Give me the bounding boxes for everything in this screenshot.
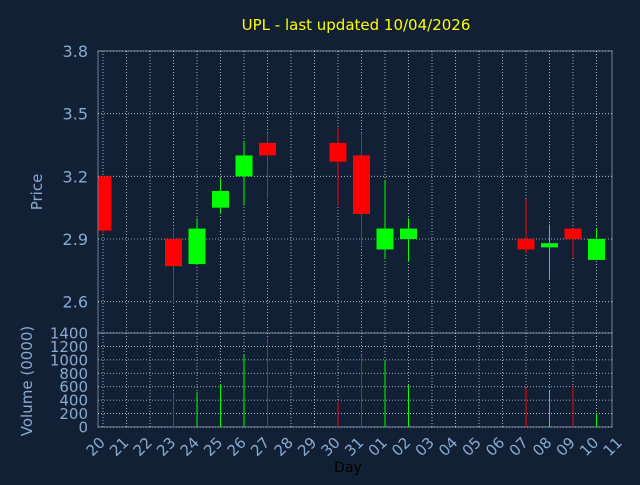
candle-body — [353, 155, 370, 214]
candle-body — [517, 239, 535, 250]
candle-body — [588, 239, 605, 260]
volume-tick-label: 600 — [59, 378, 88, 396]
price-tick-label: 3.5 — [63, 105, 88, 124]
candle-body — [98, 176, 112, 231]
candle-body — [259, 142, 276, 156]
candle-body — [541, 243, 558, 248]
price-tick-label: 2.6 — [63, 293, 88, 312]
candle-body — [329, 142, 347, 162]
volume-axis-label: Volume (0000) — [18, 326, 36, 436]
x-axis-label: Day — [334, 460, 362, 476]
candle-body — [212, 190, 229, 208]
price-panel: 2.6 2.9 3.2 3.5 3.8 — [63, 42, 613, 334]
x-axis-ticks: 2021222324252627282930310102030405060708… — [83, 434, 626, 460]
volume-tick-label: 400 — [59, 392, 88, 410]
candle-body — [400, 228, 417, 239]
candle-body — [376, 228, 394, 250]
price-tick-label: 3.8 — [63, 42, 88, 61]
volume-tick-label: 0 — [78, 419, 88, 437]
candle-body — [188, 228, 206, 265]
volume-plot-frame — [97, 332, 613, 428]
price-tick-label: 3.2 — [63, 167, 88, 186]
volume-tick-label: 1400 — [50, 325, 88, 343]
price-tick-label: 2.9 — [63, 230, 88, 249]
candle-body — [235, 155, 253, 177]
candle-body — [165, 239, 182, 267]
price-axis-label: Price — [28, 174, 46, 211]
volume-tick-label: 1000 — [50, 351, 88, 369]
volume-tick-label: 1200 — [50, 338, 88, 356]
volume-tick-label: 800 — [59, 365, 88, 383]
volume-tick-label: 200 — [59, 405, 88, 423]
chart-title: UPL - last updated 10/04/2026 — [242, 16, 471, 34]
candle-body — [564, 228, 582, 239]
